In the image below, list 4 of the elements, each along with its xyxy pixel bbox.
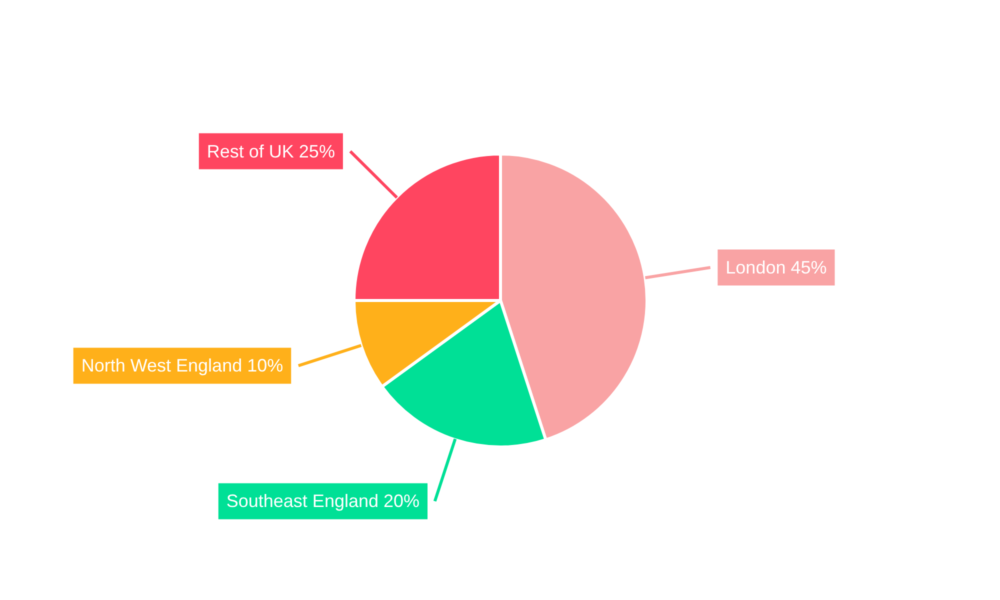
slice-label: North West England 10% bbox=[81, 356, 284, 376]
slice-label: Southeast England 20% bbox=[226, 491, 420, 512]
slice-label: London 45% bbox=[726, 257, 827, 278]
slice-label: Rest of UK 25% bbox=[206, 141, 335, 162]
